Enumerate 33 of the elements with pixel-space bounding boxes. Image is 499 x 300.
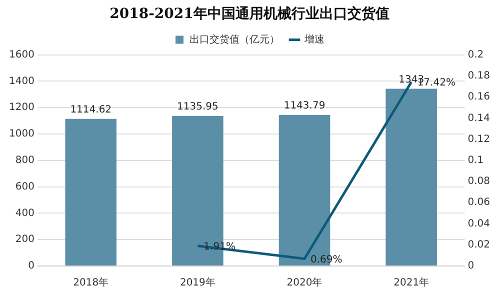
bar [65,118,116,266]
y2-tick-label: 0.12 [468,134,490,145]
x-tick-label: 2018年 [73,276,109,289]
legend-label: 出口交货值（亿元） [190,33,280,46]
data-label: 1.91% [204,241,236,252]
legend-label: 增速 [304,33,324,46]
y2-tick-label: 0.02 [468,239,490,250]
data-label: 1135.95 [177,102,218,113]
x-tick-label: 2021年 [394,276,430,289]
data-label: 1114.62 [70,104,112,116]
y2-tick-label: 0.04 [468,218,490,230]
y-tick-label: 800 [15,154,34,166]
y-tick-label: 400 [15,208,34,219]
y-tick-label: 200 [15,234,34,246]
x-tick-label: 2019年 [180,276,216,289]
y-tick-label: 1000 [8,128,34,140]
y-tick-label: 1200 [8,102,34,114]
data-label: 1143.79 [284,100,326,112]
bar [386,88,437,266]
y2-tick-label: 0.08 [468,176,490,188]
y2-tick-label: 0 [468,260,474,272]
y2-tick-label: 0.06 [468,197,490,208]
y2-tick-label: 0.1 [468,154,484,166]
y2-tick-label: 0.14 [468,112,490,124]
chart-title: 2018-2021年中国通用机械行业出口交货值 [110,5,390,22]
y-tick-label: 0 [28,260,34,272]
y-tick-label: 1600 [8,49,34,60]
y2-tick-label: 0.2 [468,49,484,60]
x-tick-label: 2020年 [286,276,322,289]
y-tick-label: 600 [15,181,34,192]
y-tick-label: 1400 [8,76,34,87]
y2-tick-label: 0.16 [468,92,490,103]
y2-tick-label: 0.18 [468,70,490,82]
